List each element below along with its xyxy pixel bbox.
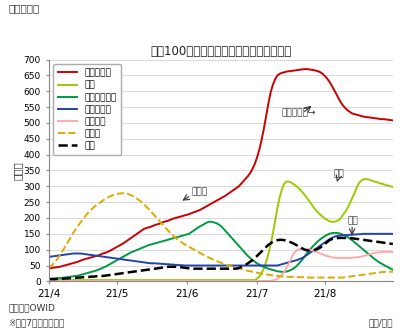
インド [379, 270, 384, 274]
日本 [198, 267, 203, 271]
インド [200, 253, 205, 257]
Title: 人口100万人あたりの新規感染者数の推移: 人口100万人あたりの新規感染者数の推移 [150, 45, 291, 58]
Line: インドネシア: インドネシア [49, 222, 393, 279]
Text: （資料）OWID: （資料）OWID [8, 304, 55, 313]
インド [390, 270, 395, 274]
タイ [390, 185, 395, 189]
Text: インド: インド [191, 187, 207, 196]
インド [46, 266, 51, 270]
インド [305, 276, 309, 280]
Line: フィリピン: フィリピン [49, 234, 393, 265]
日本 [390, 242, 395, 246]
フィリピン [182, 263, 187, 267]
タイ [332, 220, 337, 224]
マレーシア [92, 255, 96, 259]
タイ [363, 177, 368, 181]
Line: マレーシア: マレーシア [49, 69, 393, 269]
日本 [92, 275, 96, 279]
日本 [336, 236, 341, 240]
Line: 日本: 日本 [49, 238, 393, 279]
フィリピン [334, 234, 339, 238]
フィリピン [379, 232, 384, 236]
フィリピン [291, 259, 296, 263]
Line: タイ: タイ [49, 179, 393, 280]
マレーシア [198, 208, 203, 212]
Legend: マレーシア, タイ, インドネシア, フィリピン, ベトナム, インド, 日本: マレーシア, タイ, インドネシア, フィリピン, ベトナム, インド, 日本 [53, 64, 122, 155]
ベトナム [388, 250, 393, 254]
日本 [332, 237, 337, 241]
マレーシア [302, 67, 307, 71]
マレーシア [288, 69, 293, 73]
Text: ※後方7日移動平均値: ※後方7日移動平均値 [8, 319, 64, 328]
ベトナム [69, 279, 74, 283]
Text: タイ: タイ [334, 169, 345, 178]
Line: ベトナム: ベトナム [49, 249, 393, 281]
Y-axis label: （人）: （人） [12, 161, 22, 180]
日本 [69, 276, 74, 280]
ベトナム [198, 279, 203, 283]
タイ [46, 278, 51, 282]
日本 [288, 240, 293, 244]
インドネシア [92, 269, 96, 273]
マレーシア [46, 267, 51, 271]
ベトナム [390, 250, 395, 254]
インドネシア [207, 220, 212, 224]
フィリピン [361, 232, 366, 236]
日本 [46, 277, 51, 281]
フィリピン [46, 255, 51, 259]
タイ [288, 180, 293, 184]
Text: （年/月）: （年/月） [369, 319, 393, 328]
Text: 日本: 日本 [347, 217, 358, 226]
タイ [388, 184, 393, 188]
インドネシア [388, 267, 393, 271]
インドネシア [291, 267, 296, 271]
タイ [69, 278, 74, 282]
フィリピン [69, 252, 74, 256]
Text: マレーシア→: マレーシア→ [282, 108, 316, 117]
マレーシア [388, 118, 393, 122]
マレーシア [69, 261, 74, 265]
タイ [198, 278, 203, 282]
ベトナム [300, 247, 305, 251]
インドネシア [198, 224, 203, 228]
マレーシア [334, 92, 339, 96]
ベトナム [46, 279, 51, 283]
タイ [92, 278, 96, 282]
Line: インド: インド [49, 193, 393, 278]
フィリピン [390, 232, 395, 236]
インド [119, 191, 124, 195]
インド [69, 234, 74, 238]
インドネシア [69, 275, 74, 279]
ベトナム [334, 256, 339, 260]
インド [92, 205, 96, 209]
Text: （図表４）: （図表４） [8, 3, 39, 13]
ベトナム [288, 257, 293, 261]
フィリピン [92, 254, 96, 258]
インド [291, 275, 296, 279]
マレーシア [390, 118, 395, 122]
インドネシア [46, 277, 51, 281]
インドネシア [390, 268, 395, 272]
ベトナム [92, 279, 96, 283]
日本 [388, 242, 393, 246]
インド [336, 276, 341, 280]
インドネシア [334, 231, 339, 235]
フィリピン [200, 263, 205, 267]
